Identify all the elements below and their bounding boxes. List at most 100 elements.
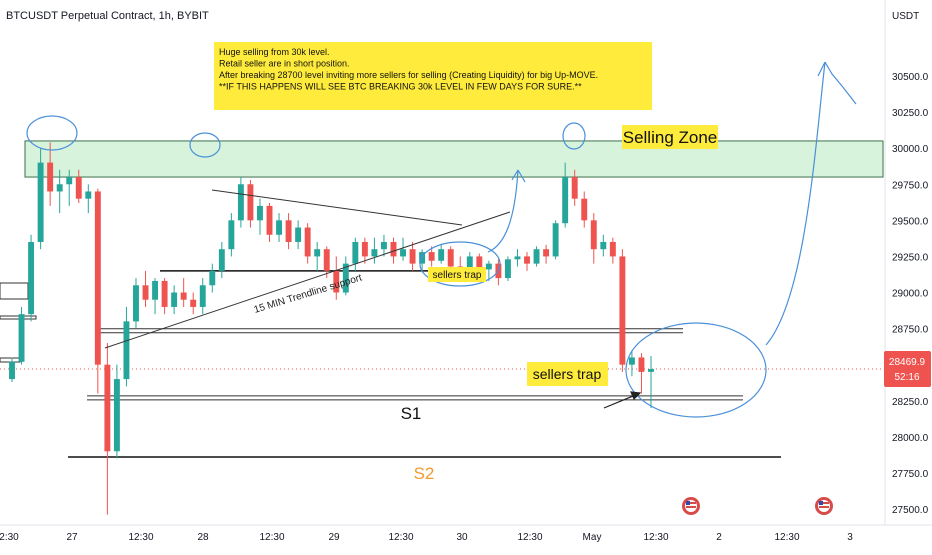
trendline-upper[interactable] bbox=[211, 189, 463, 226]
candle-body[interactable] bbox=[9, 361, 15, 380]
last-price-tag[interactable]: 28469.9 52:16 bbox=[884, 351, 931, 387]
candle-body[interactable] bbox=[104, 364, 111, 452]
candle-body[interactable] bbox=[543, 249, 550, 257]
candle-body[interactable] bbox=[380, 241, 387, 250]
candle-body[interactable] bbox=[56, 184, 63, 192]
candle-body[interactable] bbox=[285, 220, 292, 242]
selling-zone-rect[interactable] bbox=[24, 140, 884, 178]
price-tick-label: 28750.0 bbox=[892, 325, 929, 336]
candle-body[interactable] bbox=[295, 227, 302, 242]
note-line: **IF THIS HAPPENS WILL SEE BTC BREAKING … bbox=[219, 82, 582, 92]
candle-body[interactable] bbox=[266, 205, 273, 235]
candle-body[interactable] bbox=[180, 292, 187, 300]
time-tick-label: 2 bbox=[716, 532, 722, 543]
candle-body[interactable] bbox=[371, 249, 378, 257]
candle-body[interactable] bbox=[609, 241, 616, 257]
top-circle-mid[interactable] bbox=[189, 132, 221, 158]
candle-body[interactable] bbox=[171, 292, 178, 307]
candle-body[interactable] bbox=[276, 220, 283, 235]
candle-body[interactable] bbox=[409, 249, 416, 264]
trendline-support[interactable] bbox=[104, 211, 511, 349]
candle-body[interactable] bbox=[466, 256, 473, 271]
candle-body[interactable] bbox=[628, 357, 635, 365]
time-tick-label: 12:30 bbox=[517, 532, 542, 543]
us-flag-icon[interactable] bbox=[682, 497, 700, 515]
candle-body[interactable] bbox=[314, 249, 321, 257]
candle-body[interactable] bbox=[75, 177, 82, 199]
candle-body[interactable] bbox=[438, 249, 445, 261]
time-tick-label: 12:30 bbox=[259, 532, 284, 543]
last-price-value: 28469.9 bbox=[889, 357, 926, 368]
sellers-trap-circle-large[interactable] bbox=[625, 322, 767, 418]
candle-body[interactable] bbox=[552, 223, 559, 257]
note-text: Huge selling from 30k level. Retail selle… bbox=[219, 47, 598, 92]
candle-body[interactable] bbox=[66, 177, 73, 185]
candle-body[interactable] bbox=[323, 249, 330, 271]
candle-body[interactable] bbox=[18, 314, 25, 362]
candle-body[interactable] bbox=[218, 249, 225, 271]
candle-body[interactable] bbox=[85, 191, 92, 199]
candle-body[interactable] bbox=[571, 177, 578, 199]
price-tick-label: 29750.0 bbox=[892, 180, 929, 191]
candle-body[interactable] bbox=[562, 177, 569, 224]
candle-body[interactable] bbox=[390, 241, 397, 257]
candle-body[interactable] bbox=[94, 191, 101, 365]
candle-body[interactable] bbox=[648, 368, 654, 372]
candle-body[interactable] bbox=[352, 241, 359, 264]
candle-body[interactable] bbox=[37, 162, 44, 242]
price-tick-label: 30250.0 bbox=[892, 108, 929, 119]
candle-body[interactable] bbox=[590, 220, 597, 250]
candle-body[interactable] bbox=[361, 241, 368, 257]
candle-body[interactable] bbox=[123, 321, 130, 380]
pointer-arrow bbox=[603, 391, 642, 409]
candle-body[interactable] bbox=[428, 252, 435, 261]
note-box[interactable] bbox=[214, 42, 652, 110]
candle-body[interactable] bbox=[190, 299, 197, 307]
candle-body[interactable] bbox=[600, 241, 607, 250]
candle-body[interactable] bbox=[113, 379, 120, 452]
note-line: Retail seller are in short position. bbox=[219, 59, 350, 69]
candle-body[interactable] bbox=[133, 285, 139, 322]
candle-body[interactable] bbox=[447, 249, 454, 267]
price-tick-label: 29000.0 bbox=[892, 289, 929, 300]
candle-body[interactable] bbox=[257, 205, 263, 221]
projection-path-large[interactable] bbox=[765, 61, 857, 346]
candle-body[interactable] bbox=[237, 184, 244, 221]
candle-body[interactable] bbox=[199, 285, 206, 307]
candle-body[interactable] bbox=[209, 270, 216, 286]
candle-body[interactable] bbox=[333, 270, 340, 293]
top-circle-right[interactable] bbox=[562, 122, 586, 150]
candle-body[interactable] bbox=[142, 285, 149, 300]
chart-title[interactable]: BTCUSDT Perpetual Contract, 1h, BYBIT bbox=[6, 10, 209, 22]
time-tick-label: 12:30 bbox=[388, 532, 413, 543]
candle-body[interactable] bbox=[28, 241, 35, 315]
candle-body[interactable] bbox=[247, 184, 254, 221]
candle-body[interactable] bbox=[524, 256, 530, 264]
candle-body[interactable] bbox=[304, 227, 311, 257]
candle-body[interactable] bbox=[476, 256, 483, 270]
sellers-trap-circle-small[interactable] bbox=[419, 241, 501, 287]
candle-body[interactable] bbox=[533, 249, 540, 264]
candle-body[interactable] bbox=[514, 256, 521, 260]
candle-body[interactable] bbox=[638, 357, 645, 372]
candle-body[interactable] bbox=[161, 280, 168, 307]
candle-body[interactable] bbox=[47, 162, 54, 192]
top-circle-left[interactable] bbox=[26, 115, 78, 151]
candle-body[interactable] bbox=[342, 263, 349, 293]
candle-body[interactable] bbox=[228, 220, 235, 250]
price-tick-label: 28250.0 bbox=[892, 397, 929, 408]
bar-countdown: 52:16 bbox=[894, 372, 919, 383]
us-flag-icon[interactable] bbox=[815, 497, 833, 515]
candle-body[interactable] bbox=[581, 198, 588, 221]
time-tick-label: 12:30 bbox=[643, 532, 668, 543]
time-tick-label: 12:30 bbox=[128, 532, 153, 543]
candle-body[interactable] bbox=[485, 263, 492, 270]
candle-body[interactable] bbox=[504, 259, 511, 279]
candle-body[interactable] bbox=[152, 280, 159, 300]
price-ticks-group: 30500.0 30250.0 30000.0 29750.0 29500.0 29250… bbox=[892, 72, 929, 516]
selling-zone-label-bg bbox=[622, 125, 718, 149]
projection-path-small[interactable] bbox=[487, 169, 526, 253]
candle-body[interactable] bbox=[619, 256, 626, 365]
candle-body[interactable] bbox=[400, 249, 406, 257]
